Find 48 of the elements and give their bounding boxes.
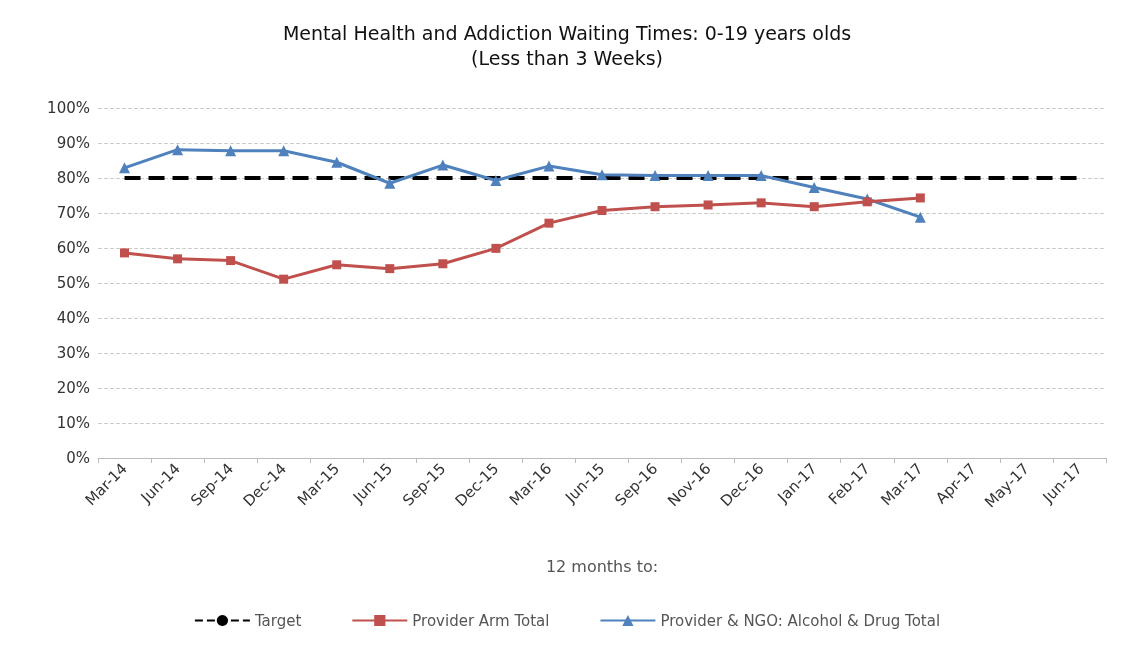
point (120, 248, 130, 258)
point (491, 243, 501, 253)
y-tick-label: 40% (56, 309, 90, 327)
y-tick-label: 50% (56, 274, 90, 292)
point (490, 174, 502, 186)
point (755, 170, 767, 182)
point (173, 254, 183, 264)
point (809, 202, 819, 212)
point (226, 256, 236, 266)
point (703, 200, 713, 210)
point (543, 160, 555, 172)
point (384, 177, 396, 189)
legend-label: Provider & NGO: Alcohol & Drug Total (660, 611, 941, 630)
point (438, 259, 448, 269)
legend-label: Provider Arm Total (412, 611, 550, 630)
x-axis-title: 12 months to: (545, 556, 659, 576)
y-tick-label: 60% (56, 239, 90, 257)
point (915, 193, 925, 203)
point (650, 202, 660, 212)
point (702, 170, 714, 182)
point (385, 264, 395, 274)
point (544, 218, 554, 228)
y-tick-label: 30% (56, 344, 90, 362)
y-tick-label: 0% (66, 449, 90, 467)
point (437, 159, 449, 171)
chart-subtitle: (Less than 3 Weeks) (471, 46, 663, 69)
point (278, 145, 290, 157)
y-tick-label: 90% (56, 134, 90, 152)
point (225, 145, 237, 157)
point (756, 198, 766, 208)
point (331, 156, 343, 168)
point (862, 197, 872, 207)
point (649, 170, 661, 182)
legend-label: Target (253, 611, 302, 630)
y-tick-label: 10% (56, 414, 90, 432)
point (914, 211, 926, 223)
y-tick-label: 20% (56, 379, 90, 397)
point (808, 181, 820, 193)
y-tick-label: 70% (56, 204, 90, 222)
y-tick-label: 80% (56, 169, 90, 187)
point (172, 144, 184, 156)
point (279, 274, 289, 284)
point (597, 206, 607, 216)
point (332, 260, 342, 270)
point (119, 162, 131, 174)
point (596, 169, 608, 181)
y-tick-label: 100% (47, 99, 90, 117)
chart-title: Mental Health and Addiction Waiting Times: 0-19 years olds (282, 21, 852, 44)
